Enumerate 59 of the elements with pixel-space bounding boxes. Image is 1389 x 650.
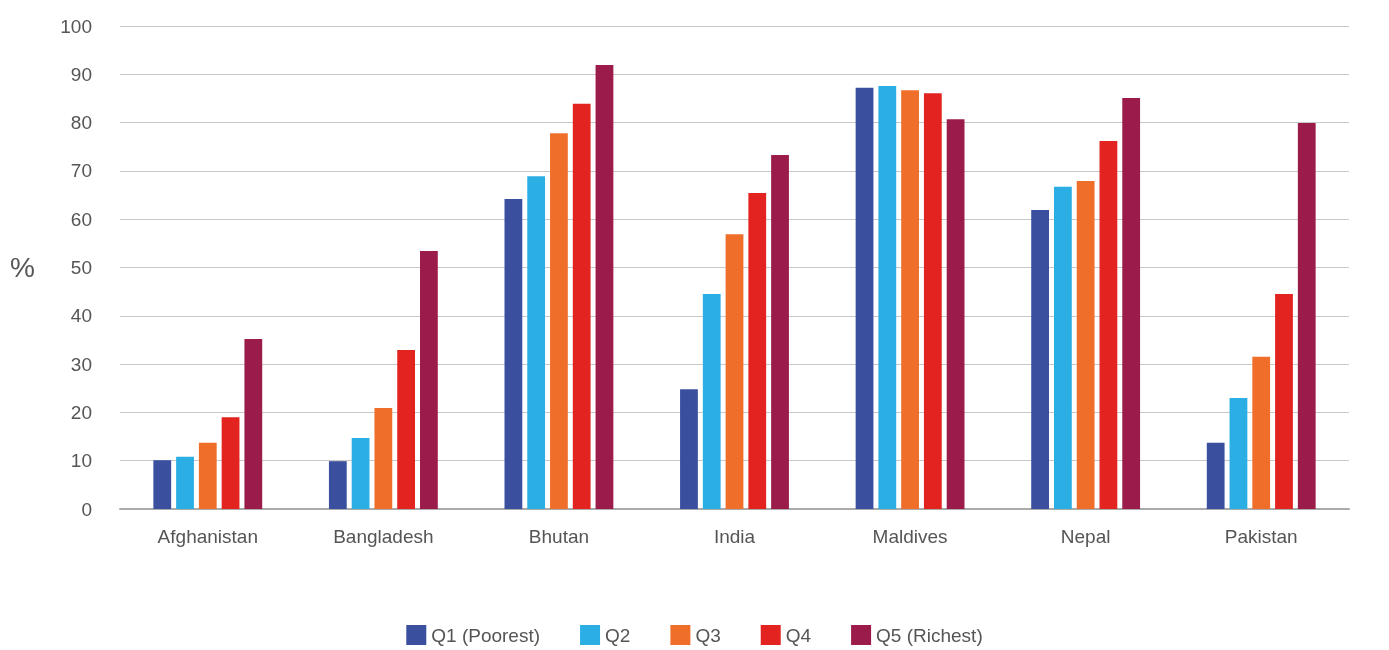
bar [1206, 442, 1225, 509]
y-tick-label: 0 [81, 498, 92, 520]
bar [855, 87, 874, 509]
bar [1297, 123, 1316, 509]
legend-label: Q3 [695, 624, 721, 646]
y-tick-label: 10 [70, 450, 92, 472]
y-tick-label: 30 [70, 353, 92, 375]
bar [725, 234, 744, 509]
y-tick-label: 20 [70, 401, 92, 423]
bar [374, 408, 393, 509]
bar [901, 90, 919, 509]
bar [550, 133, 568, 509]
y-tick-label: 50 [70, 257, 92, 278]
bar [244, 338, 263, 509]
y-tick-label: 40 [70, 305, 92, 327]
x-tick-label: Afghanistan [157, 526, 258, 547]
bar [702, 294, 721, 509]
bar [748, 193, 767, 509]
x-tick-label: Maldives [872, 526, 948, 547]
legend-label: Q5 (Richest) [876, 624, 983, 646]
bar [1099, 140, 1118, 509]
bar [221, 417, 240, 509]
bar [1031, 210, 1049, 509]
bar [1076, 181, 1095, 509]
bar [595, 65, 614, 509]
bar [504, 198, 523, 509]
bar [328, 461, 347, 509]
legend-label: Q1 (Poorest) [431, 624, 541, 646]
y-tick-label: 100 [60, 15, 92, 37]
x-tick-label: Bhutan [528, 526, 590, 547]
bar [527, 176, 546, 509]
y-axis-title: % [10, 252, 35, 283]
bar [153, 460, 172, 509]
bar [351, 438, 370, 509]
bar [1252, 356, 1271, 509]
bar [1053, 186, 1072, 509]
y-tick-label: 80 [70, 112, 92, 134]
bar [878, 85, 897, 509]
bar [198, 442, 217, 509]
y-tick-label: 70 [70, 160, 92, 182]
bar [397, 350, 416, 509]
y-tick-label: 90 [70, 63, 92, 85]
bar [680, 389, 698, 509]
x-tick-label: Bangladesh [333, 526, 434, 547]
bar [1275, 294, 1293, 509]
bar [1122, 97, 1141, 509]
bar [420, 251, 438, 509]
bar [771, 154, 789, 509]
bar [176, 456, 194, 509]
bar [923, 93, 942, 509]
x-tick-label: Pakistan [1224, 526, 1298, 547]
bar [572, 103, 591, 509]
legend-label: Q2 [605, 624, 631, 646]
y-tick-label: 60 [70, 208, 92, 230]
x-tick-label: India [713, 526, 756, 547]
bar [1229, 397, 1248, 509]
legend-label: Q4 [785, 624, 812, 646]
bar [946, 119, 965, 509]
x-tick-label: Nepal [1060, 526, 1111, 547]
